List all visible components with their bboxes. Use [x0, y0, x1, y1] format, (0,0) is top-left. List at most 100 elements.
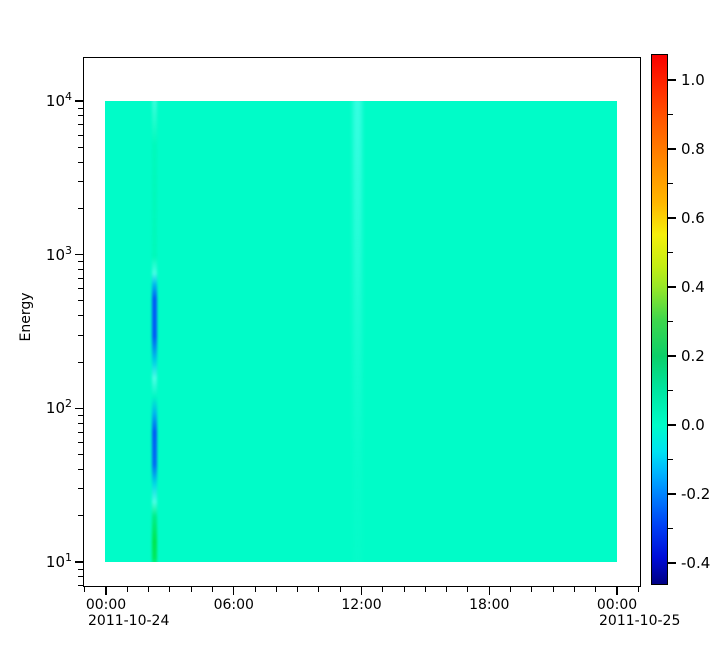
y-minor-tick — [78, 124, 83, 126]
colorbar-minor-tick — [668, 390, 673, 391]
colorbar-tick — [668, 493, 676, 495]
x-minor-tick — [467, 587, 469, 592]
y-minor-tick — [78, 300, 83, 302]
x-tick-label: 00:00 — [85, 597, 127, 613]
x-major-tick — [616, 587, 618, 595]
colorbar-tick-label: -0.2 — [681, 485, 711, 503]
y-tick-exponent: 2 — [65, 397, 72, 411]
x-minor-tick — [382, 587, 384, 592]
y-minor-tick — [78, 454, 83, 456]
colorbar-tick-label: 0.6 — [681, 209, 705, 227]
x-minor-tick — [190, 587, 192, 592]
x-tick-label: 06:00 — [213, 597, 254, 613]
y-minor-tick — [78, 207, 83, 209]
colorbar-tick-label: 0.4 — [681, 278, 705, 296]
y-minor-tick — [78, 115, 83, 117]
colorbar-tick-label: 0.0 — [681, 416, 705, 434]
y-minor-tick — [78, 468, 83, 470]
x-minor-tick — [510, 587, 512, 592]
x-minor-tick — [211, 587, 213, 592]
y-minor-tick — [78, 146, 83, 148]
y-minor-tick — [78, 488, 83, 490]
x-minor-tick — [573, 587, 575, 592]
x-major-tick — [360, 587, 363, 595]
y-tick-exponent: 3 — [65, 243, 72, 257]
y-tick-label: 101 — [24, 551, 72, 573]
x-major-tick — [105, 587, 107, 595]
x-minor-tick — [84, 587, 86, 592]
x-major-tick — [233, 587, 235, 595]
heatmap-area — [105, 101, 617, 562]
y-minor-tick — [78, 414, 83, 416]
colorbar-tick — [668, 148, 676, 150]
y-tick-label: 102 — [24, 397, 72, 419]
y-minor-tick — [78, 441, 83, 443]
x-tick-label: 18:00 — [469, 597, 510, 613]
x-tick-label: 00:00 — [596, 597, 638, 613]
y-minor-tick — [78, 361, 83, 363]
colorbar-tick-label: 0.2 — [681, 347, 705, 365]
y-tick-base: 10 — [45, 553, 65, 571]
y-minor-tick — [78, 431, 83, 433]
y-minor-tick — [78, 288, 83, 290]
x-minor-tick — [595, 587, 597, 592]
y-minor-tick — [78, 315, 83, 317]
colorbar-tick — [668, 562, 676, 564]
colorbar-minor-tick — [668, 459, 673, 460]
colorbar-minor-tick — [668, 252, 673, 253]
y-minor-tick — [78, 576, 83, 578]
y-minor-tick — [78, 277, 83, 279]
y-major-tick — [75, 407, 83, 409]
x-minor-tick — [339, 587, 341, 592]
y-major-tick — [75, 254, 83, 256]
x-tick-label: 12:00 — [341, 597, 382, 613]
x-minor-tick — [169, 587, 171, 592]
x-axis-date-end: 2011-10-25 — [599, 613, 681, 629]
colorbar-minor-tick — [668, 321, 673, 322]
y-minor-tick — [78, 515, 83, 517]
colorbar — [651, 54, 668, 585]
x-axis-date-start: 2011-10-24 — [88, 613, 170, 629]
x-minor-tick — [148, 587, 150, 592]
y-minor-tick — [78, 180, 83, 182]
axes-frame — [83, 57, 641, 587]
colorbar-minor-tick — [668, 528, 673, 529]
faint-band-1145 — [352, 101, 362, 562]
y-minor-tick — [78, 107, 83, 109]
y-minor-tick — [78, 568, 83, 570]
x-minor-tick — [637, 587, 639, 592]
colorbar-tick — [668, 79, 676, 81]
y-tick-base: 10 — [45, 245, 65, 264]
y-minor-tick — [78, 134, 83, 136]
y-minor-tick — [78, 261, 83, 263]
y-tick-exponent: 1 — [65, 551, 72, 564]
y-major-tick — [75, 100, 83, 102]
x-minor-tick — [552, 587, 554, 592]
y-minor-tick — [78, 585, 83, 587]
enhancement-streak-0215 — [151, 101, 157, 562]
x-minor-tick — [297, 587, 299, 592]
colorbar-minor-tick — [668, 183, 673, 184]
x-minor-tick — [446, 587, 448, 592]
colorbar-tick-label: 1.0 — [681, 71, 705, 89]
colorbar-tick — [668, 217, 676, 219]
y-axis-title: Energy — [18, 292, 34, 342]
colorbar-tick-label: 0.8 — [681, 140, 705, 158]
x-minor-tick — [254, 587, 256, 592]
colorbar-minor-tick — [668, 114, 673, 115]
y-tick-base: 10 — [45, 399, 65, 418]
y-tick-label: 103 — [24, 244, 72, 266]
y-minor-tick — [78, 422, 83, 424]
y-tick-exponent: 4 — [65, 90, 72, 103]
colorbar-tick-label: -0.4 — [681, 554, 711, 572]
x-minor-tick — [403, 587, 405, 592]
y-minor-tick — [78, 334, 83, 336]
x-minor-tick — [275, 587, 277, 592]
x-minor-tick — [531, 587, 533, 592]
y-major-tick — [75, 561, 83, 563]
y-minor-tick — [78, 269, 83, 271]
x-minor-tick — [318, 587, 320, 592]
y-tick-base: 10 — [45, 92, 65, 110]
y-tick-label: 104 — [24, 90, 72, 112]
